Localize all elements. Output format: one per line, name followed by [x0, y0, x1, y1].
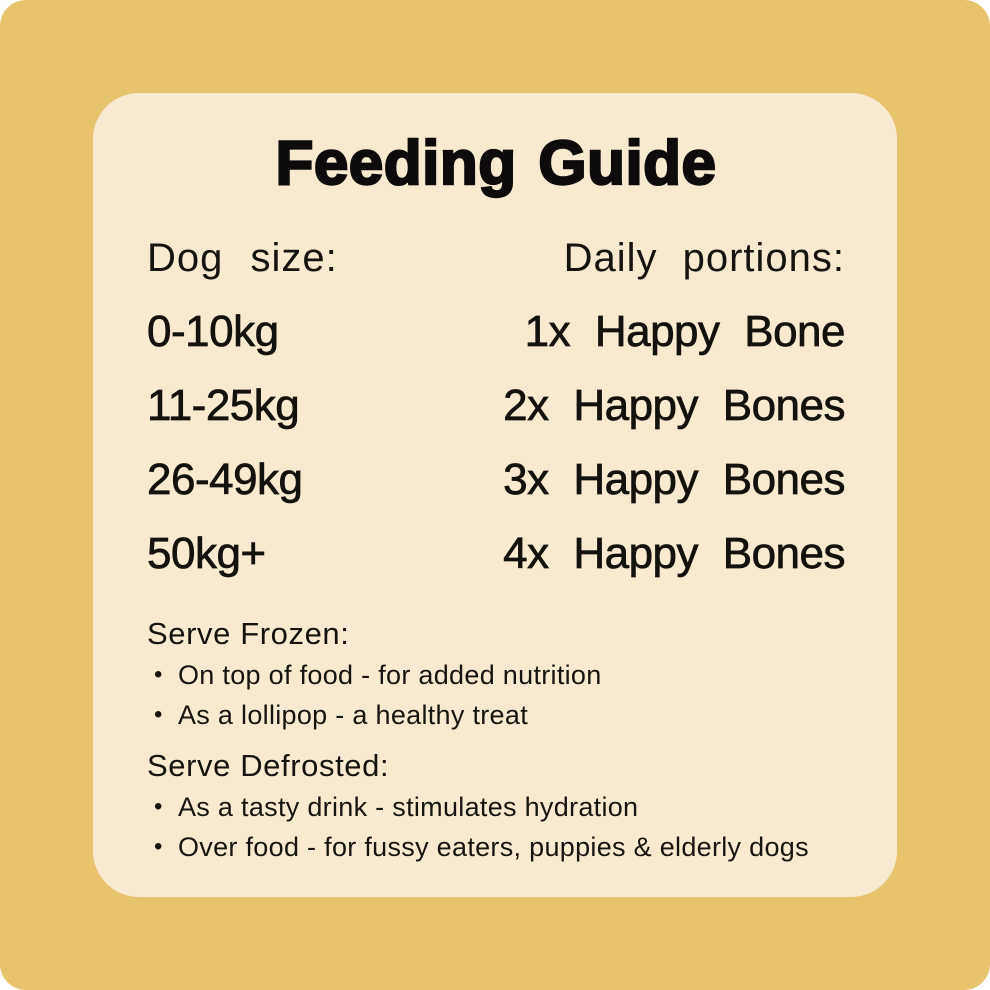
dog-size-value: 0-10kg [147, 307, 280, 357]
table-row: 50kg+ 4x Happy Bones [147, 517, 846, 591]
table-row: 0-10kg 1x Happy Bone [147, 295, 846, 369]
list-item: As a lollipop - a healthy treat [147, 695, 845, 735]
list-item: On top of food - for added nutrition [147, 655, 845, 695]
column-header-daily-portions: Daily portions: [563, 235, 845, 280]
list-item: Over food - for fussy eaters, puppies & … [147, 827, 845, 867]
list-item: As a tasty drink - stimulates hydration [147, 787, 845, 827]
section-heading-serve-frozen: Serve Frozen: [147, 616, 350, 651]
table-row: 26-49kg 3x Happy Bones [147, 443, 846, 517]
daily-portion-value: 1x Happy Bone [524, 307, 846, 357]
table-row: 11-25kg 2x Happy Bones [147, 369, 846, 443]
dog-size-value: 26-49kg [147, 455, 304, 505]
feeding-table: Dog size: Daily portions: 0-10kg 1x Happ… [147, 221, 846, 591]
table-header-row: Dog size: Daily portions: [147, 221, 845, 295]
column-header-dog-size: Dog size: [147, 235, 338, 280]
page-title: Feeding Guide [274, 129, 717, 198]
serve-frozen-section: Serve Frozen: On top of food - for added… [147, 615, 845, 735]
section-heading-serve-defrosted: Serve Defrosted: [147, 748, 390, 783]
dog-size-value: 50kg+ [147, 529, 267, 579]
daily-portion-value: 3x Happy Bones [503, 455, 846, 505]
serve-defrosted-section: Serve Defrosted: As a tasty drink - stim… [147, 747, 845, 867]
serve-defrosted-bullet-list: As a tasty drink - stimulates hydration … [147, 787, 845, 867]
dog-size-value: 11-25kg [147, 381, 300, 431]
daily-portion-value: 2x Happy Bones [503, 381, 846, 431]
serve-frozen-bullet-list: On top of food - for added nutrition As … [147, 655, 845, 735]
feeding-guide-card: Feeding Guide Dog size: Daily portions: … [93, 93, 897, 897]
daily-portion-value: 4x Happy Bones [503, 529, 846, 579]
